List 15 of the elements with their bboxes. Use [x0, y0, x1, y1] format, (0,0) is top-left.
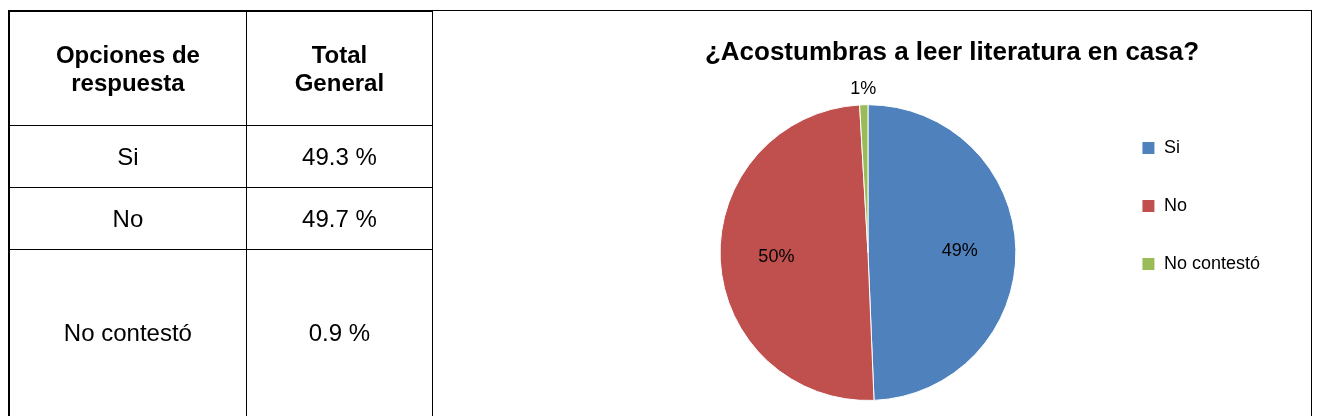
category-label: No — [112, 204, 144, 232]
text: Opciones de respuesta — [9, 11, 247, 126]
chart-title: ¿Acostumbras a leer literatura en casa? — [704, 35, 1200, 66]
text: 49.3 % — [246, 125, 433, 188]
text: Total General — [246, 11, 433, 126]
text: 49.7 % — [246, 187, 433, 250]
category-label: Si — [117, 142, 139, 170]
category-label: No contestó — [63, 319, 192, 346]
legend-label: No — [1163, 194, 1187, 215]
text: 0.9 % — [246, 249, 433, 416]
data-label: 50% — [758, 246, 795, 267]
data-label: 49% — [941, 239, 978, 260]
legend-label: Si — [1163, 136, 1180, 157]
data-label: 1% — [850, 77, 877, 98]
legend-label: No contestó — [1163, 252, 1261, 273]
